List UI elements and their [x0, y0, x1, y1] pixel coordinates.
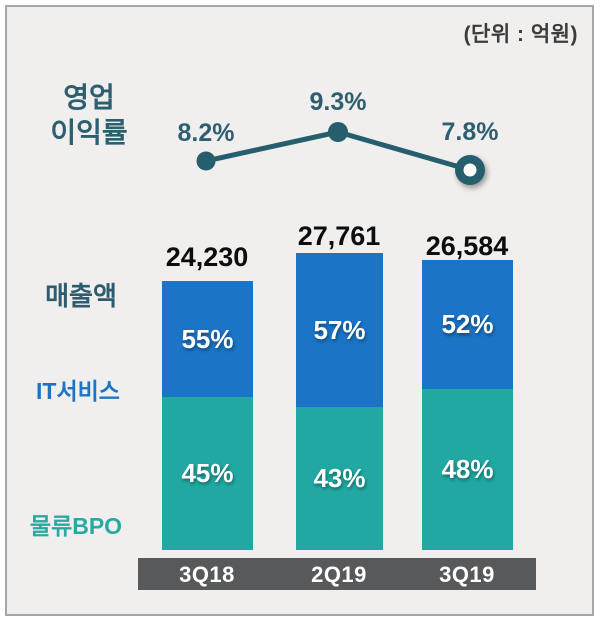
it-service-pct-3q18: 55% — [181, 323, 234, 354]
revenue-total-2q19: 27,761 — [297, 221, 381, 251]
x-axis-label-2q19: 2Q19 — [311, 562, 367, 587]
unit-label: (단위 : 억원) — [463, 23, 578, 46]
operating-margin-label-line1: 영업 — [63, 82, 115, 113]
it-service-pct-2q19: 57% — [313, 314, 366, 345]
stacked-bar-3q19: 52% 48% — [422, 260, 513, 550]
operating-margin-label: 영업 이익률 — [34, 80, 144, 150]
op-margin-point-3q18 — [196, 151, 216, 171]
revenue-total-3q19: 26,584 — [425, 231, 509, 261]
logistics-bpo-series-label: 물류BPO — [29, 513, 123, 539]
logistics-bpo-pct-2q19: 43% — [313, 463, 366, 493]
logistics-bpo-pct-3q19: 48% — [441, 454, 494, 484]
stacked-bar-2q19: 57% 43% — [296, 253, 383, 550]
it-service-series-label: IT서비스 — [36, 378, 120, 404]
op-margin-value-2q19: 9.3% — [309, 88, 367, 116]
op-margin-point-3q19-ring — [455, 155, 485, 185]
revenue-total-3q18: 24,230 — [165, 242, 249, 272]
op-margin-value-3q19: 7.8% — [441, 118, 499, 146]
it-service-pct-3q19: 52% — [441, 309, 494, 339]
it-service-segment-2q19: 57% — [296, 253, 383, 407]
op-margin-point-2q19 — [328, 122, 348, 142]
x-axis-label-3q19: 3Q19 — [439, 562, 495, 587]
logistics-bpo-pct-3q18: 45% — [181, 458, 234, 488]
op-margin-value-3q18: 8.2% — [177, 119, 235, 147]
logistics-bpo-segment-3q18: 45% — [162, 397, 253, 550]
it-service-segment-3q18: 55% — [162, 281, 253, 397]
operating-margin-label-line2: 이익률 — [50, 117, 128, 148]
stacked-bar-3q18: 55% 45% — [162, 281, 253, 550]
x-axis-bar — [138, 558, 536, 590]
x-axis-label-3q18: 3Q18 — [179, 562, 235, 587]
it-service-segment-3q19: 52% — [422, 260, 513, 389]
revenue-series-label: 매출액 — [45, 281, 117, 311]
op-margin-line-chart — [196, 122, 485, 185]
logistics-bpo-segment-3q19: 48% — [422, 389, 513, 550]
logistics-bpo-segment-2q19: 43% — [296, 407, 383, 550]
